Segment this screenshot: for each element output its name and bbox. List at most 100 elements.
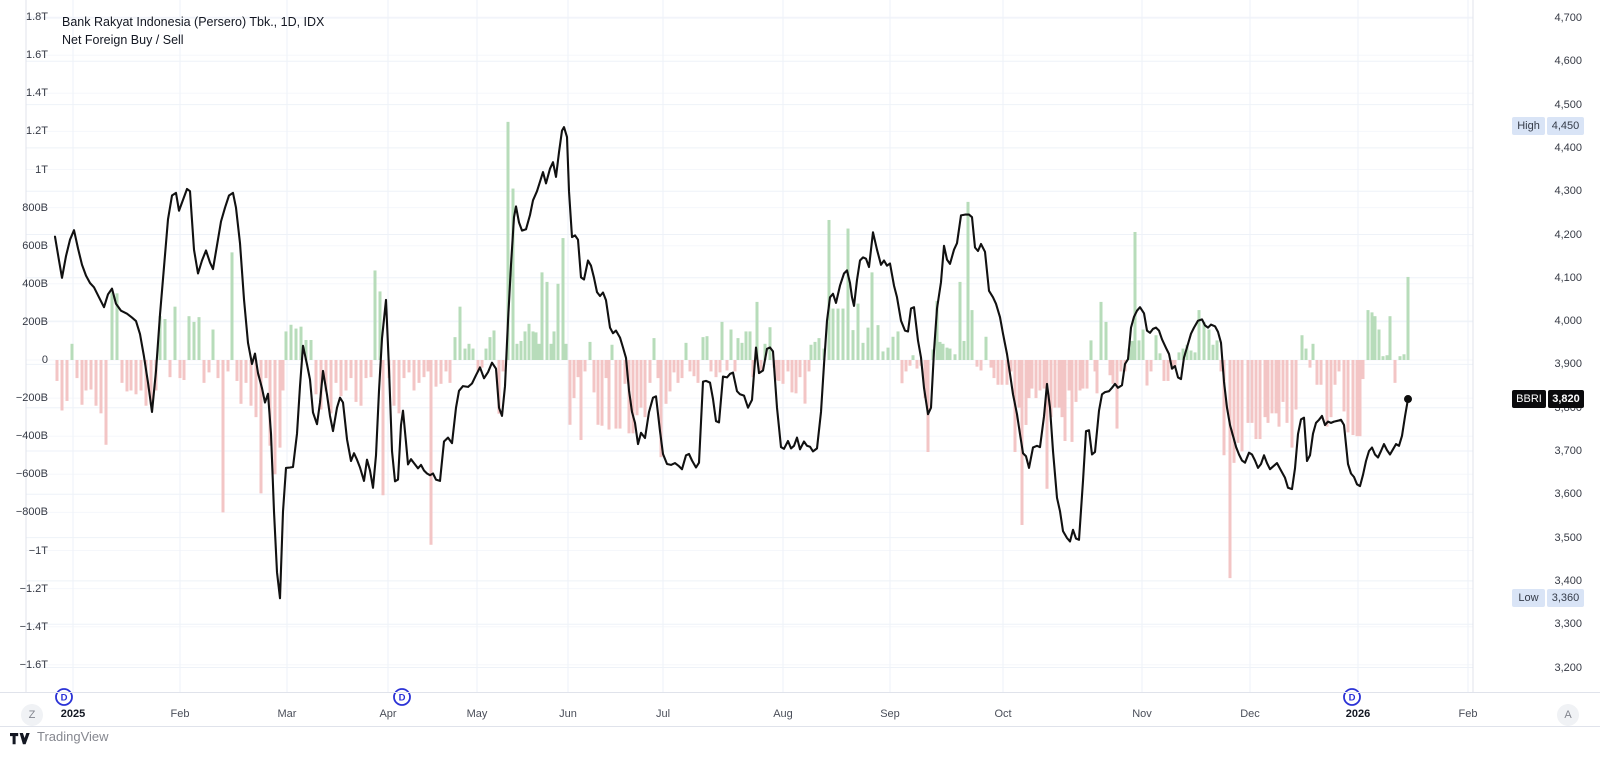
net-foreign-bar[interactable]	[1250, 360, 1254, 423]
net-foreign-bar[interactable]	[134, 360, 138, 395]
net-foreign-bar[interactable]	[1211, 344, 1215, 360]
net-foreign-bar[interactable]	[870, 272, 874, 360]
net-foreign-bar[interactable]	[604, 360, 608, 379]
net-foreign-bar[interactable]	[540, 272, 544, 360]
net-foreign-bar[interactable]	[289, 324, 293, 360]
net-foreign-bar[interactable]	[94, 360, 98, 406]
net-foreign-bar[interactable]	[720, 321, 724, 360]
net-foreign-bar[interactable]	[537, 343, 541, 360]
net-foreign-bar[interactable]	[564, 343, 568, 360]
net-foreign-bar[interactable]	[709, 360, 713, 372]
net-foreign-bar[interactable]	[1285, 360, 1289, 423]
net-foreign-bar[interactable]	[861, 342, 865, 360]
net-foreign-bar[interactable]	[471, 348, 475, 360]
net-foreign-bar[interactable]	[696, 360, 700, 383]
net-foreign-bar[interactable]	[378, 291, 382, 360]
net-foreign-bar[interactable]	[1232, 360, 1236, 463]
net-foreign-bar[interactable]	[561, 238, 565, 360]
net-foreign-bar[interactable]	[1258, 360, 1262, 440]
net-foreign-bar[interactable]	[1115, 360, 1119, 429]
net-foreign-bar[interactable]	[1104, 321, 1108, 360]
net-foreign-bar[interactable]	[392, 360, 396, 406]
net-foreign-bar[interactable]	[1158, 353, 1162, 360]
net-foreign-bar[interactable]	[511, 188, 515, 360]
net-foreign-bar[interactable]	[492, 330, 496, 360]
net-foreign-bar[interactable]	[1130, 340, 1134, 360]
net-foreign-bar[interactable]	[1166, 360, 1170, 381]
net-foreign-bar[interactable]	[610, 344, 614, 360]
net-foreign-bar[interactable]	[896, 331, 900, 360]
net-foreign-bar[interactable]	[534, 332, 538, 360]
net-foreign-bar[interactable]	[1385, 355, 1389, 360]
net-foreign-bar[interactable]	[607, 360, 611, 430]
net-foreign-bar[interactable]	[506, 121, 510, 360]
net-foreign-bar[interactable]	[80, 360, 84, 405]
net-foreign-bar[interactable]	[680, 360, 684, 379]
net-foreign-bar[interactable]	[1333, 360, 1337, 385]
net-foreign-bar[interactable]	[614, 360, 618, 429]
net-foreign-bar[interactable]	[1381, 356, 1385, 360]
net-foreign-bar[interactable]	[996, 360, 1000, 385]
net-foreign-bar[interactable]	[1111, 360, 1115, 384]
net-foreign-bar[interactable]	[1063, 360, 1067, 441]
net-foreign-bar[interactable]	[120, 360, 124, 383]
net-foreign-bar[interactable]	[1057, 360, 1061, 408]
net-foreign-bar[interactable]	[1202, 321, 1206, 360]
net-foreign-bar[interactable]	[851, 330, 855, 360]
net-foreign-bar[interactable]	[781, 360, 785, 384]
net-foreign-bar[interactable]	[588, 341, 592, 360]
net-foreign-bar[interactable]	[648, 360, 652, 383]
net-foreign-bar[interactable]	[676, 360, 680, 383]
net-foreign-bar[interactable]	[643, 360, 647, 418]
net-foreign-bar[interactable]	[1351, 360, 1355, 436]
net-foreign-bar[interactable]	[1370, 312, 1374, 360]
net-foreign-bar[interactable]	[484, 348, 488, 360]
net-foreign-bar[interactable]	[1067, 360, 1071, 391]
net-foreign-bar[interactable]	[763, 343, 767, 360]
net-foreign-bar[interactable]	[1281, 360, 1285, 402]
net-foreign-bar[interactable]	[1095, 360, 1099, 394]
net-foreign-bar[interactable]	[958, 281, 962, 360]
net-foreign-bar[interactable]	[1185, 344, 1189, 360]
net-foreign-bar[interactable]	[688, 360, 692, 372]
net-foreign-bar[interactable]	[668, 360, 672, 392]
net-foreign-bar[interactable]	[970, 310, 974, 360]
net-foreign-bar[interactable]	[259, 360, 263, 494]
left-scale-mode-badge[interactable]: Z	[21, 704, 43, 726]
net-foreign-bar[interactable]	[989, 360, 993, 368]
net-foreign-bar[interactable]	[244, 360, 248, 383]
net-foreign-bar[interactable]	[572, 360, 576, 399]
net-foreign-bar[interactable]	[1173, 360, 1177, 367]
net-foreign-bar[interactable]	[75, 360, 79, 379]
net-foreign-bar[interactable]	[281, 360, 285, 391]
net-foreign-bar[interactable]	[794, 360, 798, 394]
net-foreign-bar[interactable]	[364, 360, 368, 379]
net-foreign-bar[interactable]	[966, 201, 970, 360]
net-foreign-bar[interactable]	[744, 331, 748, 360]
net-foreign-bar[interactable]	[397, 360, 401, 414]
net-foreign-bar[interactable]	[941, 343, 945, 360]
net-foreign-bar[interactable]	[192, 321, 196, 360]
net-foreign-bar[interactable]	[284, 331, 288, 360]
net-foreign-bar[interactable]	[813, 341, 817, 360]
net-foreign-bar[interactable]	[725, 360, 729, 371]
net-foreign-bar[interactable]	[1219, 360, 1223, 372]
net-foreign-bar[interactable]	[1308, 360, 1312, 368]
net-foreign-bar[interactable]	[324, 360, 328, 392]
net-foreign-bar[interactable]	[1027, 360, 1031, 399]
net-foreign-bar[interactable]	[915, 360, 919, 369]
net-foreign-bar[interactable]	[962, 340, 966, 360]
net-foreign-bar[interactable]	[1398, 356, 1402, 360]
net-foreign-bar[interactable]	[576, 360, 580, 378]
net-foreign-bar[interactable]	[523, 331, 527, 360]
net-foreign-bar[interactable]	[110, 292, 114, 360]
net-foreign-bar[interactable]	[923, 360, 927, 399]
net-foreign-bar[interactable]	[1311, 343, 1315, 360]
net-foreign-bar[interactable]	[1093, 360, 1097, 372]
net-foreign-bar[interactable]	[740, 342, 744, 360]
net-foreign-bar[interactable]	[1089, 340, 1093, 360]
dividend-marker-icon[interactable]	[55, 688, 73, 706]
net-foreign-bar[interactable]	[1319, 360, 1323, 385]
net-foreign-bar[interactable]	[65, 360, 69, 401]
net-foreign-bar[interactable]	[729, 329, 733, 360]
